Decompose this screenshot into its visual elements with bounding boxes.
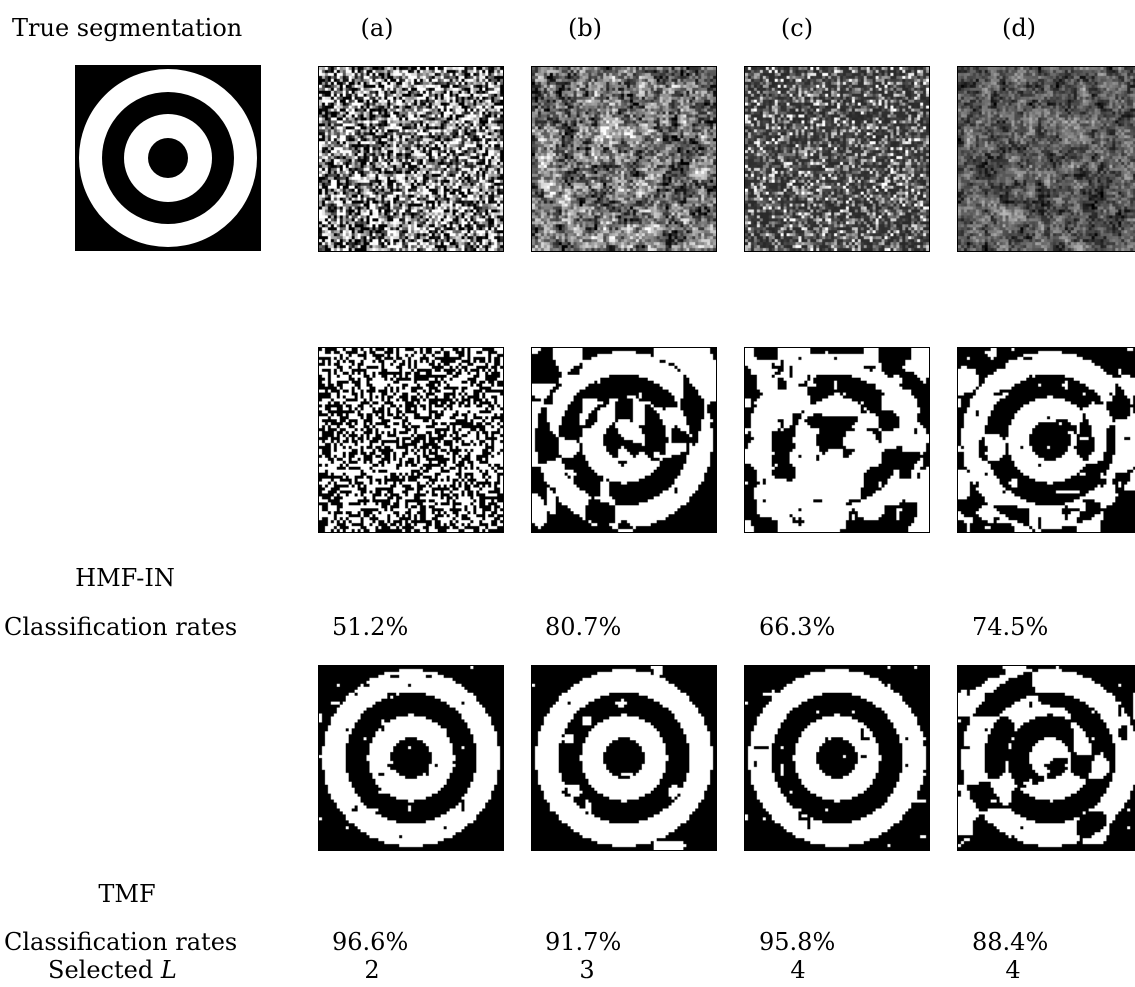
selected-l-variable: L: [160, 956, 177, 984]
tmf-rate-a: 96.6%: [332, 928, 409, 956]
noisy-image-d: [957, 66, 1135, 252]
column-label-d: (d): [1001, 14, 1037, 42]
column-label-b: (b): [567, 14, 603, 42]
tmf-segmentation-c: [744, 665, 930, 851]
selected-l-b: 3: [579, 956, 595, 984]
tmf-method-label: TMF: [98, 880, 156, 908]
true-segmentation-label: True segmentation: [12, 14, 243, 42]
noisy-image-c: [744, 66, 930, 252]
hmf-in-segmentation-a: [318, 347, 504, 533]
selected-l-prefix: Selected: [48, 956, 154, 984]
hmf-in-method-label: HMF-IN: [75, 564, 175, 592]
hmf-in-segmentation-c: [744, 347, 930, 533]
tmf-rate-c: 95.8%: [759, 928, 836, 956]
noisy-image-a: [318, 66, 504, 252]
tmf-segmentation-d: [957, 665, 1135, 851]
hmf-in-rate-d: 74.5%: [972, 613, 1049, 641]
tmf-segmentation-b: [531, 665, 717, 851]
hmf-in-rates-label: Classification rates: [4, 613, 238, 641]
hmf-in-rate-b: 80.7%: [545, 613, 622, 641]
column-label-c: (c): [780, 14, 814, 42]
tmf-rates-label: Classification rates: [4, 928, 238, 956]
true-segmentation-image: [75, 65, 261, 251]
hmf-in-rate-c: 66.3%: [759, 613, 836, 641]
hmf-in-rate-a: 51.2%: [332, 613, 409, 641]
selected-l-d: 4: [1005, 956, 1021, 984]
selected-l-a: 2: [364, 956, 380, 984]
hmf-in-segmentation-b: [531, 347, 717, 533]
tmf-rate-b: 91.7%: [545, 928, 622, 956]
column-label-a: (a): [360, 14, 394, 42]
hmf-in-segmentation-d: [957, 347, 1135, 533]
noisy-image-b: [531, 66, 717, 252]
selected-l-label: Selected L: [48, 956, 177, 984]
selected-l-c: 4: [790, 956, 806, 984]
tmf-rate-d: 88.4%: [972, 928, 1049, 956]
tmf-segmentation-a: [318, 665, 504, 851]
